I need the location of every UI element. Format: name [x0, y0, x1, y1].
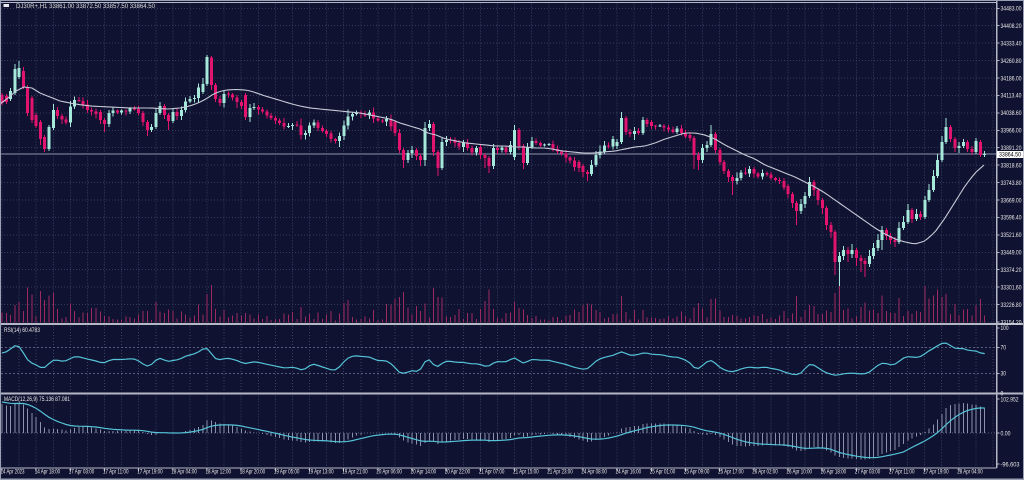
svg-text:20 Apr 14:00: 20 Apr 14:00 — [411, 469, 437, 476]
svg-text:27 Apr 19:00: 27 Apr 19:00 — [923, 469, 949, 476]
svg-text:DJ30R+,H1 33861.00 33872.50 3: DJ30R+,H1 33861.00 33872.50 33857.50 338… — [16, 3, 155, 10]
svg-text:20 Apr 06:00: 20 Apr 06:00 — [376, 469, 402, 476]
svg-text:18 Apr 20:00: 18 Apr 20:00 — [240, 469, 266, 476]
svg-text:19 Apr 13:00: 19 Apr 13:00 — [308, 469, 334, 476]
svg-text:33966.00: 33966.00 — [1001, 128, 1022, 135]
svg-text:26 Apr 18:00: 26 Apr 18:00 — [821, 469, 847, 476]
svg-text:70: 70 — [1001, 345, 1007, 352]
svg-text:33374.20: 33374.20 — [1001, 267, 1022, 274]
svg-text:-96.603: -96.603 — [1001, 461, 1020, 468]
svg-text:0.00: 0.00 — [1001, 430, 1011, 437]
svg-text:34408.20: 34408.20 — [1001, 23, 1022, 30]
svg-text:100: 100 — [1001, 325, 1009, 332]
svg-text:33226.80: 33226.80 — [1001, 302, 1022, 309]
svg-text:34186.00: 34186.00 — [1001, 75, 1022, 82]
svg-text:25 Apr 09:00: 25 Apr 09:00 — [684, 469, 710, 476]
svg-text:24 Apr 16:00: 24 Apr 16:00 — [616, 469, 642, 476]
svg-text:33818.60: 33818.60 — [1001, 162, 1022, 169]
svg-text:33154.20: 33154.20 — [1001, 319, 1022, 326]
svg-text:102.952: 102.952 — [1001, 396, 1019, 403]
svg-text:20 Apr 22:00: 20 Apr 22:00 — [445, 469, 471, 476]
svg-text:19 Apr 05:00: 19 Apr 05:00 — [274, 469, 300, 476]
svg-text:33596.40: 33596.40 — [1001, 215, 1022, 222]
svg-text:21 Apr 07:00: 21 Apr 07:00 — [479, 469, 505, 476]
svg-text:14 Apr 2023: 14 Apr 2023 — [1, 469, 25, 476]
svg-text:27 Apr 03:00: 27 Apr 03:00 — [855, 469, 881, 476]
svg-text:30: 30 — [1001, 371, 1007, 378]
svg-text:34038.60: 34038.60 — [1001, 110, 1022, 117]
svg-text:17 Apr 19:00: 17 Apr 19:00 — [137, 469, 163, 476]
svg-text:33669.00: 33669.00 — [1001, 197, 1022, 204]
svg-text:19 Apr 21:00: 19 Apr 21:00 — [342, 469, 368, 476]
svg-text:24 Apr 08:00: 24 Apr 08:00 — [581, 469, 607, 476]
svg-text:25 Apr 01:00: 25 Apr 01:00 — [650, 469, 676, 476]
svg-text:33891.20: 33891.20 — [1001, 145, 1022, 152]
svg-text:18 Apr 04:00: 18 Apr 04:00 — [171, 469, 197, 476]
svg-text:34113.40: 34113.40 — [1001, 93, 1022, 100]
svg-text:17 Apr 11:00: 17 Apr 11:00 — [103, 469, 129, 476]
svg-text:MACD(12,26,9) 75.136 87.081: MACD(12,26,9) 75.136 87.081 — [4, 396, 70, 403]
svg-text:0: 0 — [1001, 390, 1004, 397]
svg-text:14 Apr 18:00: 14 Apr 18:00 — [35, 469, 61, 476]
svg-text:34260.80: 34260.80 — [1001, 58, 1022, 65]
svg-text:25 Apr 17:00: 25 Apr 17:00 — [718, 469, 744, 476]
svg-text:28 Apr 04:00: 28 Apr 04:00 — [957, 469, 983, 476]
svg-text:21 Apr 15:00: 21 Apr 15:00 — [513, 469, 539, 476]
svg-text:33449.00: 33449.00 — [1001, 250, 1022, 257]
svg-text:27 Apr 11:00: 27 Apr 11:00 — [889, 469, 915, 476]
svg-text:33521.60: 33521.60 — [1001, 232, 1022, 239]
svg-text:34483.00: 34483.00 — [1001, 6, 1022, 13]
svg-text:26 Apr 10:00: 26 Apr 10:00 — [787, 469, 813, 476]
svg-text:34333.40: 34333.40 — [1001, 40, 1022, 47]
svg-text:33301.60: 33301.60 — [1001, 284, 1022, 291]
svg-text:33864.50: 33864.50 — [999, 152, 1021, 159]
svg-text:33743.80: 33743.80 — [1001, 180, 1022, 187]
svg-text:21 Apr 23:00: 21 Apr 23:00 — [547, 469, 573, 476]
svg-text:26 Apr 02:00: 26 Apr 02:00 — [752, 469, 778, 476]
svg-text:RSI(14) 60.4783: RSI(14) 60.4783 — [4, 327, 40, 334]
svg-text:18 Apr 12:00: 18 Apr 12:00 — [206, 469, 232, 476]
svg-text:17 Apr 03:00: 17 Apr 03:00 — [69, 469, 95, 476]
